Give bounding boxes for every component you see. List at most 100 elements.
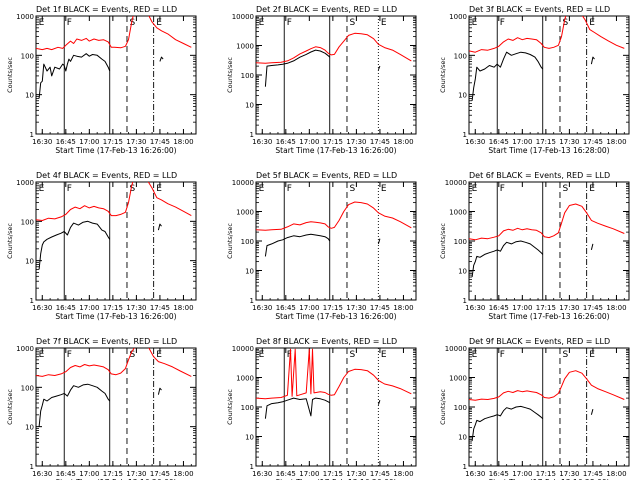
y-tick-label: 100 [241,72,254,80]
y-tick-label: 100 [21,384,34,392]
lld-series-line [469,16,625,53]
y-tick-label: 100 [241,238,254,246]
y-tick-label: 1000 [236,375,254,383]
panel-title: Det 3f BLACK = Events, RED = LLD [469,5,610,14]
region-markers [283,348,379,466]
x-axis-label: Start Time (17-Feb-13 16:28:00) [488,478,609,480]
x-tick-label: 17:45 [150,470,170,478]
panel-title: Det 6f BLACK = Events, RED = LLD [469,171,610,180]
region-markers [63,348,155,466]
y-tick-label: 100 [21,52,34,60]
region-markers [63,182,155,300]
x-tick-label: 17:15 [536,470,556,478]
x-axis-label: Start Time (17-Feb-13 16:26:00) [275,312,396,321]
region-label: S [350,350,356,360]
plot-frame [35,181,197,301]
region-label: E [472,184,478,194]
region-markers [283,182,379,300]
y-tick-label: 10 [25,92,34,100]
lld-series-line [256,201,412,231]
y-tick-label: 1 [463,131,467,139]
plot-frame [468,15,630,135]
x-tick-label: 18:00 [606,470,626,478]
region-label: F [500,184,505,194]
events-series-line [377,400,381,405]
region-markers [63,16,155,134]
y-tick-label: 10000 [445,345,467,353]
lld-series-line [36,16,192,51]
events-series-line [590,56,595,65]
region-label: F [287,18,292,28]
y-tick-label: 10000 [232,345,254,353]
events-series-line [264,397,330,419]
x-tick-label: 16:30 [465,304,485,312]
region-markers [496,16,588,134]
y-tick-label: 1000 [449,375,467,383]
x-tick-label: 17:45 [370,304,390,312]
x-tick-label: 18:00 [173,470,193,478]
y-tick-label: 1 [463,463,467,471]
region-label: S [130,18,136,28]
x-tick-label: 16:30 [465,138,485,146]
panel-det-7: Det 7f BLACK = Events, RED = LLD 1 10 100 10… [6,337,197,480]
plot-frame [468,181,630,301]
x-tick-label: 16:45 [276,470,296,478]
plot-frame [255,15,417,135]
y-tick-label: 1000 [16,179,34,187]
region-label: E [259,350,265,360]
y-tick-label: 1 [463,297,467,305]
events-series-line [590,408,594,415]
x-tick-label: 17:45 [370,138,390,146]
panel-title: Det 1f BLACK = Events, RED = LLD [36,5,177,14]
x-tick-label: 17:45 [150,304,170,312]
series-group [36,182,192,270]
x-tick-label: 17:15 [103,304,123,312]
lld-series-line [469,203,625,241]
plot-frame [35,347,197,467]
x-tick-label: 16:45 [56,138,76,146]
y-axis-label: Counts/sec [6,223,14,259]
lld-series-line [36,182,192,221]
events-series-line [471,405,544,442]
y-tick-label: 1000 [16,345,34,353]
region-label: E [156,350,162,360]
y-tick-label: 10 [458,92,467,100]
x-tick-label: 17:45 [583,138,603,146]
panel-det-1: Det 1f BLACK = Events, RED = LLD 1 10 100 10… [6,5,197,155]
lld-series-line [256,348,412,400]
x-tick-label: 17:30 [559,304,579,312]
x-tick-label: 18:00 [393,304,413,312]
x-tick-label: 18:00 [606,304,626,312]
events-series-line [590,243,594,251]
x-tick-label: 17:30 [126,138,146,146]
x-tick-label: 17:45 [583,304,603,312]
region-markers [496,348,588,466]
x-tick-label: 16:45 [276,304,296,312]
x-tick-label: 16:45 [489,138,509,146]
panel-det-4: Det 4f BLACK = Events, RED = LLD 1 10 100 10… [6,171,197,321]
y-tick-label: 1 [30,297,34,305]
y-tick-label: 100 [454,238,467,246]
y-axis-label: Counts/sec [6,57,14,93]
y-axis-label: Counts/sec [226,223,234,259]
y-axis-label: Counts/sec [439,57,447,93]
region-label: S [350,184,356,194]
x-axis-label: Start Time (17-Feb-13 16:26:00) [55,146,176,155]
series-group [469,203,625,278]
region-label: S [563,184,569,194]
y-tick-label: 10 [458,268,467,276]
series-group [469,370,625,442]
plot-frame [35,15,197,135]
y-tick-label: 10000 [445,179,467,187]
region-label: S [350,18,356,28]
panel-det-6: Det 6f BLACK = Events, RED = LLD 1 10 100 10… [439,171,630,321]
panel-title: Det 2f BLACK = Events, RED = LLD [256,5,397,14]
panel-title: Det 5f BLACK = Events, RED = LLD [256,171,397,180]
series-group [256,348,412,419]
x-axis-label: Start Time (17-Feb-13 16:26:00) [275,478,396,480]
x-tick-label: 17:00 [299,470,319,478]
x-axis-label: Start Time (17-Feb-13 16:26:00) [488,312,609,321]
plot-frame [255,347,417,467]
y-tick-label: 100 [454,52,467,60]
x-tick-label: 17:30 [126,304,146,312]
